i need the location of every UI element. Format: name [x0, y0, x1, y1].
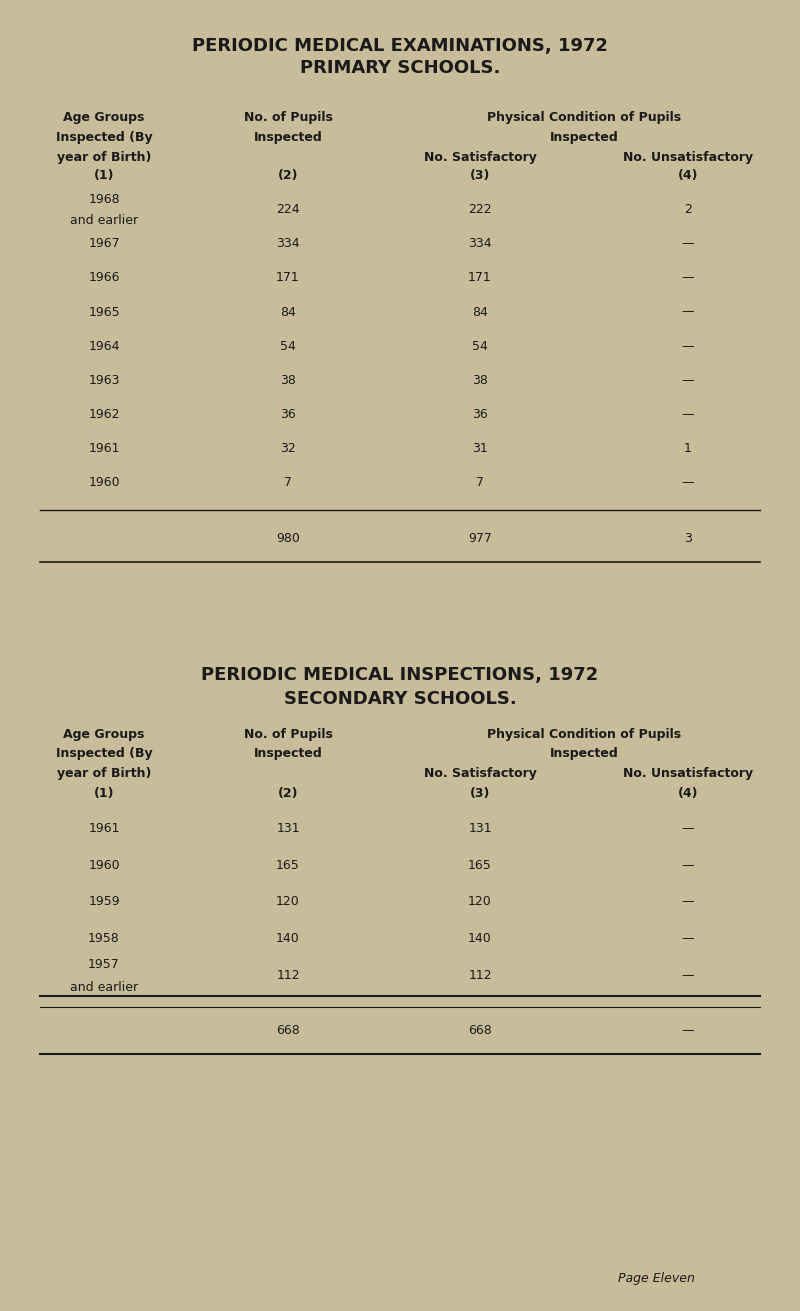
Text: 3: 3: [684, 532, 692, 545]
Text: —: —: [682, 476, 694, 489]
Text: 140: 140: [468, 932, 492, 945]
Text: No. Satisfactory: No. Satisfactory: [423, 151, 537, 164]
Text: —: —: [682, 408, 694, 421]
Text: Inspected: Inspected: [550, 131, 618, 144]
Text: and earlier: and earlier: [70, 981, 138, 994]
Text: 2: 2: [684, 203, 692, 216]
Text: Inspected (By: Inspected (By: [56, 131, 152, 144]
Text: —: —: [682, 271, 694, 284]
Text: SECONDARY SCHOOLS.: SECONDARY SCHOOLS.: [284, 690, 516, 708]
Text: 1961: 1961: [88, 822, 120, 835]
Text: year of Birth): year of Birth): [57, 767, 151, 780]
Text: —: —: [682, 340, 694, 353]
Text: 1963: 1963: [88, 374, 120, 387]
Text: 1967: 1967: [88, 237, 120, 250]
Text: and earlier: and earlier: [70, 214, 138, 227]
Text: Page Eleven: Page Eleven: [618, 1272, 694, 1285]
Text: 1958: 1958: [88, 932, 120, 945]
Text: —: —: [682, 822, 694, 835]
Text: Inspected: Inspected: [550, 747, 618, 760]
Text: Age Groups: Age Groups: [63, 111, 145, 125]
Text: PERIODIC MEDICAL INSPECTIONS, 1972: PERIODIC MEDICAL INSPECTIONS, 1972: [202, 666, 598, 684]
Text: 31: 31: [472, 442, 488, 455]
Text: 54: 54: [280, 340, 296, 353]
Text: No. Satisfactory: No. Satisfactory: [423, 767, 537, 780]
Text: (1): (1): [94, 787, 114, 800]
Text: 32: 32: [280, 442, 296, 455]
Text: 668: 668: [276, 1024, 300, 1037]
Text: 224: 224: [276, 203, 300, 216]
Text: 1957: 1957: [88, 958, 120, 971]
Text: Physical Condition of Pupils: Physical Condition of Pupils: [487, 111, 681, 125]
Text: 7: 7: [284, 476, 292, 489]
Text: 171: 171: [468, 271, 492, 284]
Text: 120: 120: [468, 895, 492, 909]
Text: (3): (3): [470, 787, 490, 800]
Text: —: —: [682, 237, 694, 250]
Text: 165: 165: [276, 859, 300, 872]
Text: 1960: 1960: [88, 859, 120, 872]
Text: —: —: [682, 374, 694, 387]
Text: 334: 334: [468, 237, 492, 250]
Text: (4): (4): [678, 787, 698, 800]
Text: 36: 36: [280, 408, 296, 421]
Text: —: —: [682, 895, 694, 909]
Text: 1966: 1966: [88, 271, 120, 284]
Text: 36: 36: [472, 408, 488, 421]
Text: —: —: [682, 859, 694, 872]
Text: 668: 668: [468, 1024, 492, 1037]
Text: Age Groups: Age Groups: [63, 728, 145, 741]
Text: 131: 131: [468, 822, 492, 835]
Text: (2): (2): [278, 169, 298, 182]
Text: 54: 54: [472, 340, 488, 353]
Text: (1): (1): [94, 169, 114, 182]
Text: 977: 977: [468, 532, 492, 545]
Text: No. Unsatisfactory: No. Unsatisfactory: [623, 767, 753, 780]
Text: 1961: 1961: [88, 442, 120, 455]
Text: 38: 38: [280, 374, 296, 387]
Text: (4): (4): [678, 169, 698, 182]
Text: 1: 1: [684, 442, 692, 455]
Text: 980: 980: [276, 532, 300, 545]
Text: —: —: [682, 1024, 694, 1037]
Text: 84: 84: [280, 305, 296, 319]
Text: Inspected: Inspected: [254, 131, 322, 144]
Text: (3): (3): [470, 169, 490, 182]
Text: 1960: 1960: [88, 476, 120, 489]
Text: year of Birth): year of Birth): [57, 151, 151, 164]
Text: 84: 84: [472, 305, 488, 319]
Text: —: —: [682, 305, 694, 319]
Text: 171: 171: [276, 271, 300, 284]
Text: 38: 38: [472, 374, 488, 387]
Text: Physical Condition of Pupils: Physical Condition of Pupils: [487, 728, 681, 741]
Text: —: —: [682, 969, 694, 982]
Text: 112: 112: [276, 969, 300, 982]
Text: —: —: [682, 932, 694, 945]
Text: 165: 165: [468, 859, 492, 872]
Text: No. of Pupils: No. of Pupils: [243, 111, 333, 125]
Text: 140: 140: [276, 932, 300, 945]
Text: (2): (2): [278, 787, 298, 800]
Text: 112: 112: [468, 969, 492, 982]
Text: No. Unsatisfactory: No. Unsatisfactory: [623, 151, 753, 164]
Text: 131: 131: [276, 822, 300, 835]
Text: 1959: 1959: [88, 895, 120, 909]
Text: 1965: 1965: [88, 305, 120, 319]
Text: 334: 334: [276, 237, 300, 250]
Text: 120: 120: [276, 895, 300, 909]
Text: Inspected (By: Inspected (By: [56, 747, 152, 760]
Text: 222: 222: [468, 203, 492, 216]
Text: No. of Pupils: No. of Pupils: [243, 728, 333, 741]
Text: 1968: 1968: [88, 193, 120, 206]
Text: PERIODIC MEDICAL EXAMINATIONS, 1972: PERIODIC MEDICAL EXAMINATIONS, 1972: [192, 37, 608, 55]
Text: Inspected: Inspected: [254, 747, 322, 760]
Text: 1962: 1962: [88, 408, 120, 421]
Text: 1964: 1964: [88, 340, 120, 353]
Text: 7: 7: [476, 476, 484, 489]
Text: PRIMARY SCHOOLS.: PRIMARY SCHOOLS.: [300, 59, 500, 77]
